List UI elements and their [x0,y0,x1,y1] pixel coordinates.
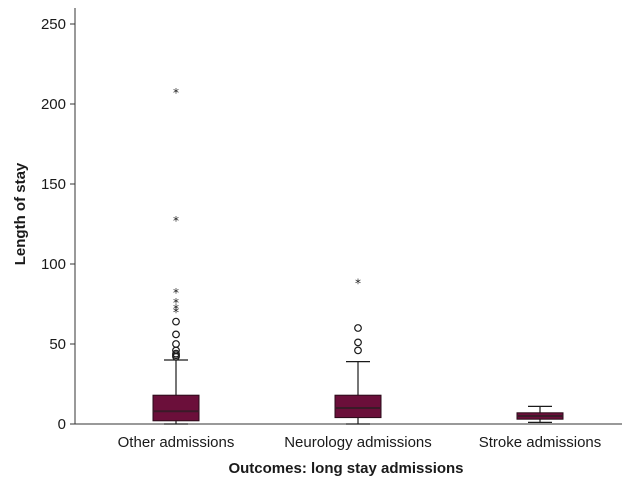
y-tick-label: 0 [58,416,66,433]
y-tick-label: 150 [41,176,66,193]
outlier-star: * [173,214,179,228]
y-tick-label: 50 [49,336,66,353]
box-iqr [334,394,382,419]
outlier-star: * [173,305,179,319]
box-iqr [152,394,200,422]
box-2: * [334,277,382,425]
outlier-star: * [173,86,179,100]
outlier-circle [172,330,180,339]
outlier-circle [172,317,180,326]
box-1: ****** [152,86,200,425]
y-tick-label: 100 [41,256,66,273]
outlier-star: * [173,302,179,316]
outlier-circle [354,338,362,347]
y-axis-title: Length of stay [12,162,29,265]
box-3 [516,405,564,423]
x-tick-label: Other admissions [118,434,235,451]
outlier-circle [172,340,180,348]
x-axis-title: Outcomes: long stay admissions [228,460,463,477]
x-tick-label: Stroke admissions [479,434,602,451]
outlier-circle [354,346,362,355]
outlier-circle [172,349,180,358]
y-tick-label: 250 [41,16,66,33]
boxes-group: ******* [152,86,564,425]
outlier-circle [354,324,362,332]
outlier-star: * [173,296,179,310]
y-tick-label: 200 [41,96,66,113]
outlier-star: * [355,277,361,291]
y-axis: 0 50 100 150 200 250 [41,8,76,433]
x-axis: Other admissions Neurology admissions Stro… [75,423,622,451]
x-tick-label: Neurology admissions [284,434,432,451]
outlier-star: * [173,286,179,300]
